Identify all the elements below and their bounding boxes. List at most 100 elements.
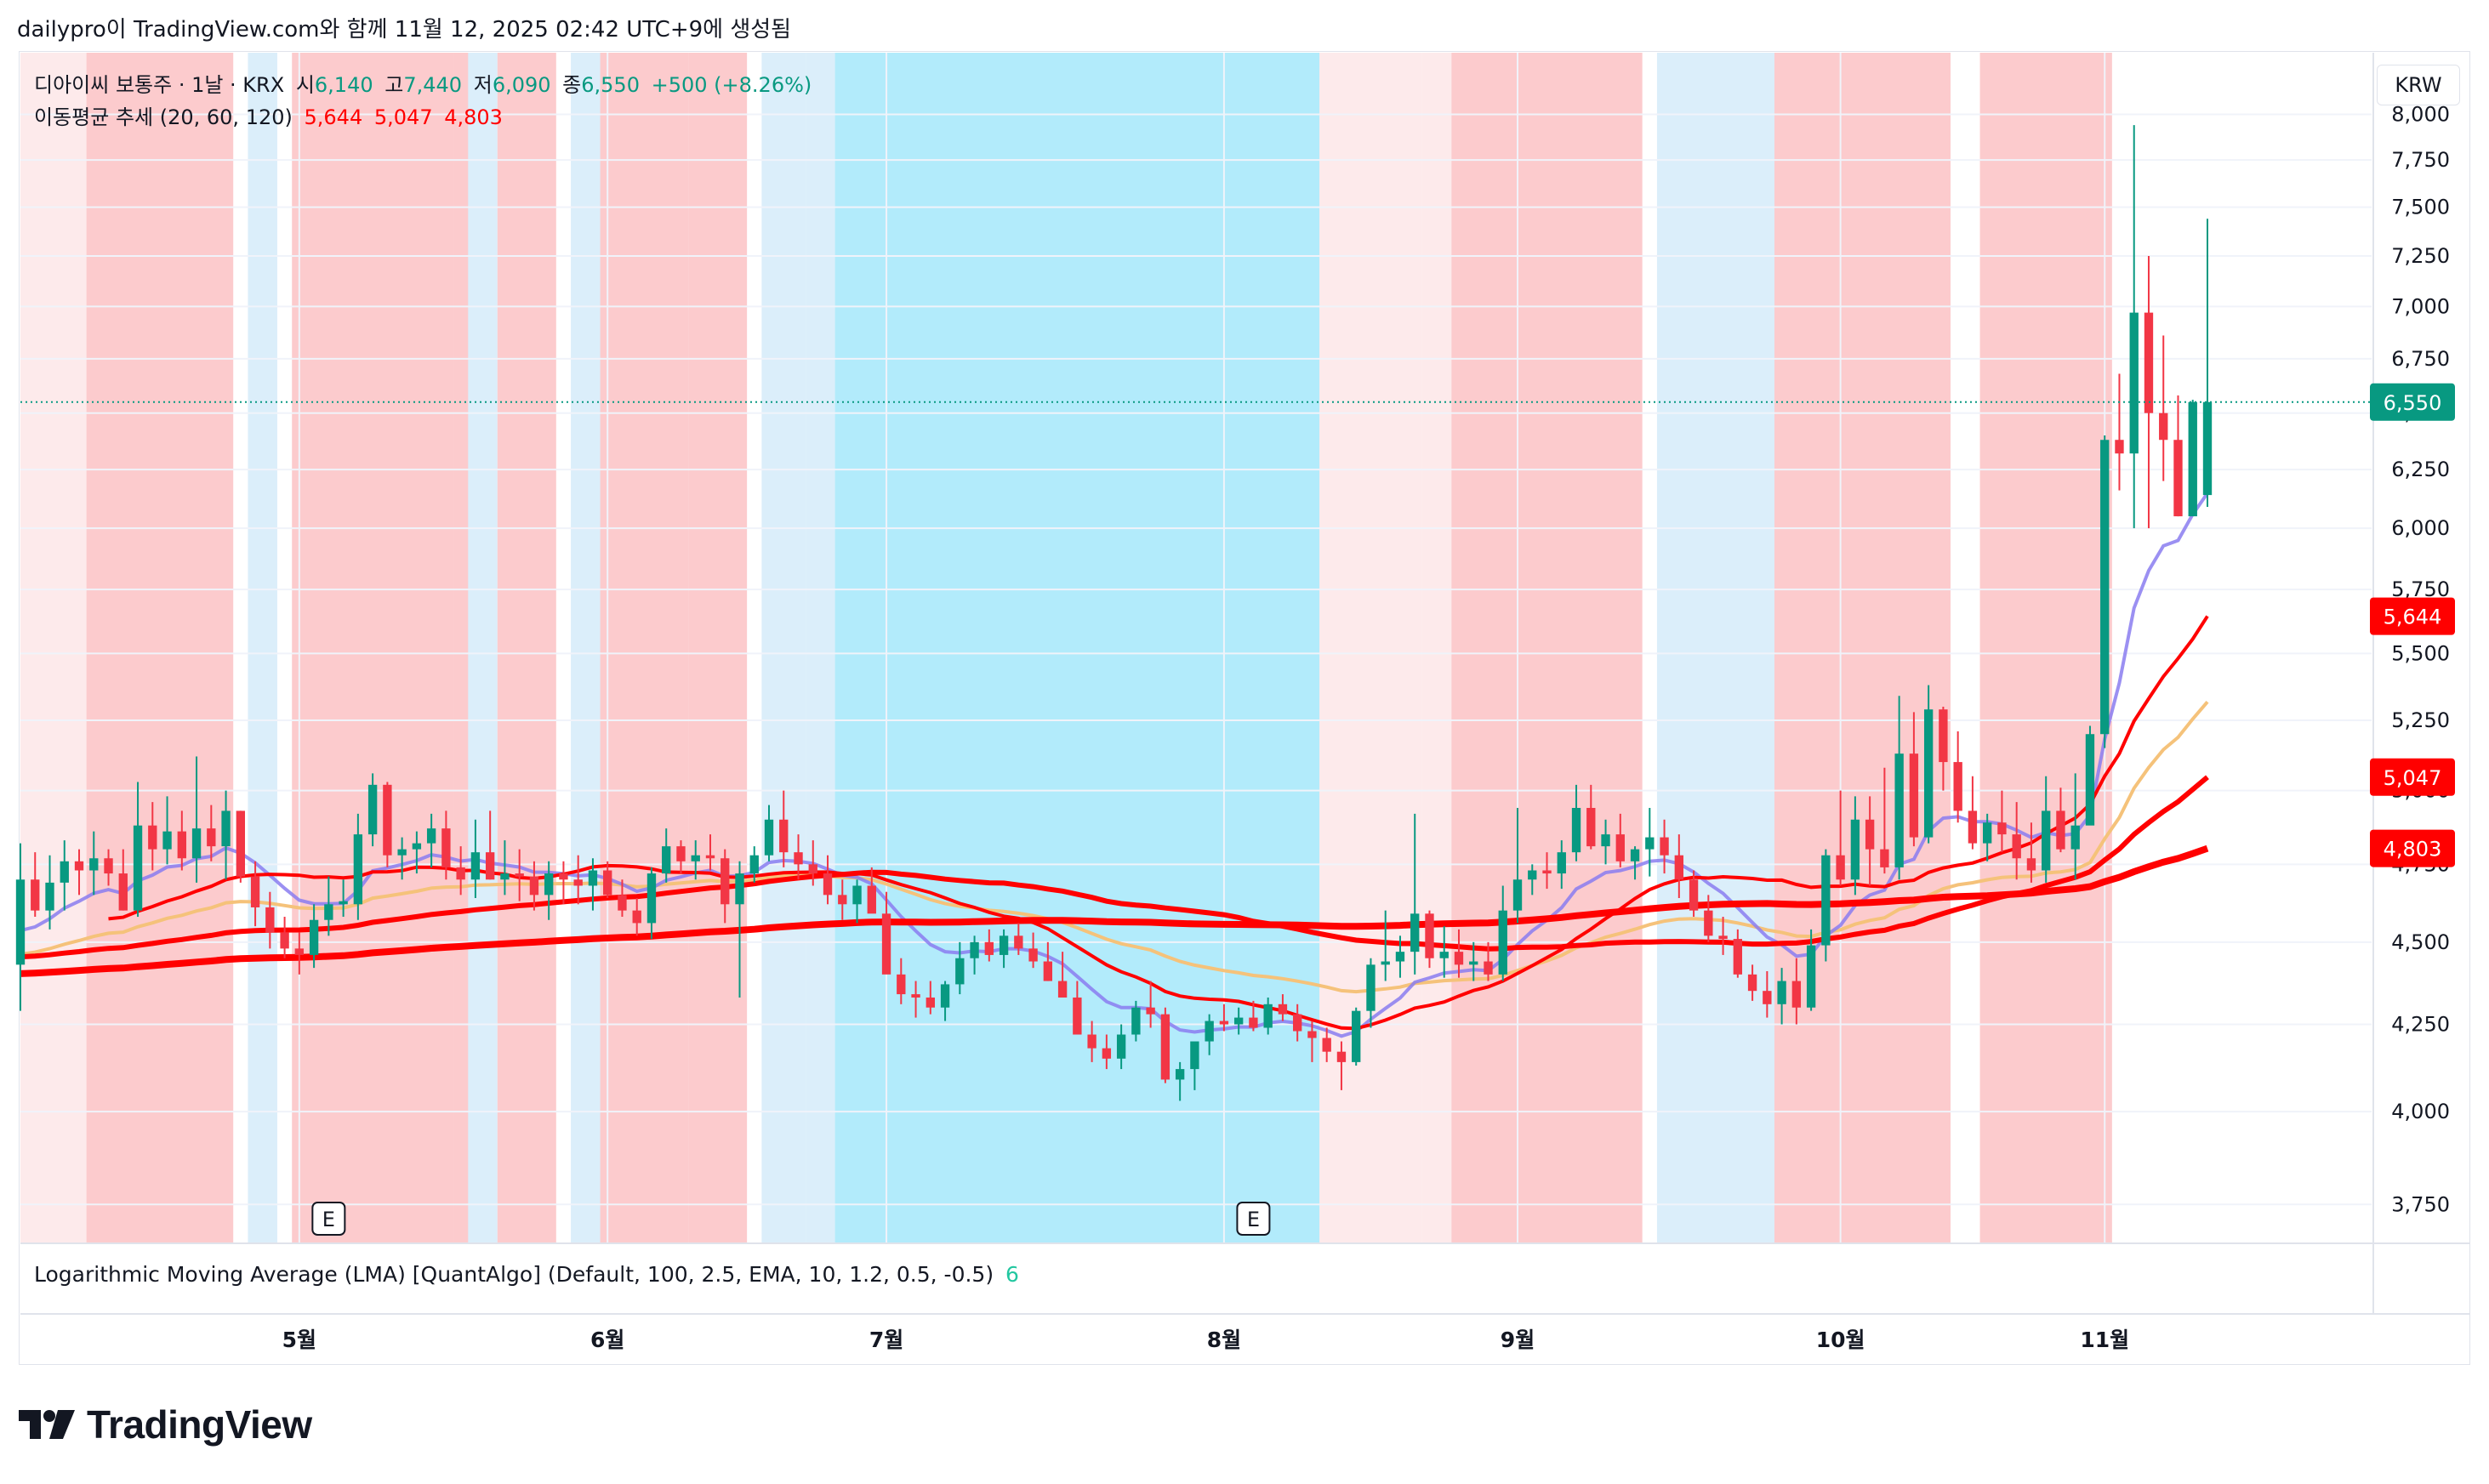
y-tick-label: 3,750 <box>2391 1192 2450 1216</box>
price-axis-label: 5,047 <box>2370 758 2455 796</box>
candle-body <box>1116 1034 1126 1059</box>
currency-button[interactable]: KRW <box>2377 65 2460 105</box>
candle-body <box>1352 1010 1361 1062</box>
candle-body <box>397 849 407 856</box>
regime-bands <box>20 53 2112 1243</box>
candle <box>1953 731 1962 823</box>
candle-body <box>1939 709 1948 763</box>
candle-body <box>1763 991 1772 1004</box>
candle <box>31 852 40 918</box>
candle <box>177 810 186 871</box>
candle <box>1939 707 1948 791</box>
candle-body <box>2144 312 2154 413</box>
earnings-marker-label: E <box>322 1208 335 1231</box>
candle <box>191 756 202 883</box>
candle <box>1469 941 1478 981</box>
candle <box>1146 981 1155 1028</box>
candle-body <box>294 948 305 955</box>
candle-body <box>1175 1069 1185 1080</box>
candle <box>984 929 994 962</box>
candle <box>1278 994 1288 1021</box>
candle <box>324 876 333 936</box>
candle-body <box>705 855 715 859</box>
candle <box>779 790 789 867</box>
candle <box>221 790 231 880</box>
candle-body <box>60 861 69 883</box>
candle-body <box>1601 834 1610 847</box>
close-value: 6,550 <box>581 73 640 97</box>
candle-body <box>1102 1048 1112 1059</box>
candle <box>1322 1027 1331 1062</box>
low-value: 6,090 <box>492 73 551 97</box>
candle <box>603 861 612 898</box>
candle <box>1131 1000 1141 1042</box>
candle-body <box>1381 961 1390 965</box>
candle <box>1806 929 1816 1011</box>
candle <box>89 831 99 896</box>
candle-body <box>118 873 128 911</box>
earnings-marker[interactable]: E <box>311 1202 346 1236</box>
candle <box>1014 923 1023 955</box>
earnings-marker-label: E <box>1247 1208 1260 1231</box>
candle <box>1057 952 1068 998</box>
price-axis-label: 6,550 <box>2370 383 2455 421</box>
candle <box>1498 885 1507 981</box>
candle-body <box>808 864 817 874</box>
regime-band <box>1656 53 1774 1243</box>
candle <box>1410 813 1420 975</box>
candle-body <box>1160 1014 1170 1080</box>
candle-body <box>1043 961 1053 981</box>
candle-body <box>15 879 26 965</box>
candle-body <box>1689 879 1699 911</box>
x-axis: 5월 6월 7월 8월 9월 10월 11월 <box>282 1328 2129 1352</box>
candle <box>1087 1021 1096 1062</box>
candle-body <box>691 855 700 861</box>
candle-body <box>676 846 686 861</box>
candle-body <box>1439 952 1449 958</box>
candle-body <box>485 852 495 880</box>
candle-body <box>1777 981 1786 1004</box>
tradingview-logo-icon <box>19 1410 75 1439</box>
tradingview-logo[interactable]: TradingView <box>19 1402 312 1447</box>
candle <box>1454 929 1464 978</box>
candle <box>2173 395 2183 517</box>
candle <box>1791 958 1802 1025</box>
candle <box>1293 1004 1302 1042</box>
earnings-marker[interactable]: E <box>1236 1202 1271 1236</box>
candle <box>588 858 598 911</box>
candle <box>1352 1007 1361 1066</box>
candle-body <box>1806 945 1816 1008</box>
candle <box>353 813 363 920</box>
candle-body <box>162 831 172 850</box>
price-axis-label-text: 5,644 <box>2384 606 2442 629</box>
candle-body <box>1528 870 1537 880</box>
candle-body <box>177 831 186 859</box>
candle-body <box>515 873 524 877</box>
regime-band <box>86 53 234 1243</box>
candle-body <box>1909 753 1919 838</box>
candle-body <box>940 984 950 1008</box>
candle <box>1865 796 1875 886</box>
regime-band <box>1774 53 1951 1243</box>
candle <box>250 861 260 927</box>
candle <box>236 810 246 883</box>
candle <box>1528 864 1537 896</box>
candle <box>1233 1007 1244 1035</box>
candle-body <box>1190 1041 1199 1070</box>
candle <box>881 891 891 975</box>
candle-body <box>309 919 319 955</box>
candle <box>1395 935 1405 978</box>
candle-body <box>529 876 539 896</box>
candle-body <box>1821 855 1831 946</box>
candle-body <box>779 819 789 853</box>
candle <box>735 861 744 998</box>
y-tick-label: 6,000 <box>2391 516 2450 540</box>
candle <box>485 810 495 880</box>
y-tick-label: 6,250 <box>2391 458 2450 481</box>
candle-body <box>500 873 510 880</box>
candle-body <box>1630 849 1640 861</box>
ma-label: 이동평균 추세 (20, 60, 120) <box>34 105 293 129</box>
candle <box>1763 971 1772 1018</box>
candle-body <box>1850 819 1860 880</box>
